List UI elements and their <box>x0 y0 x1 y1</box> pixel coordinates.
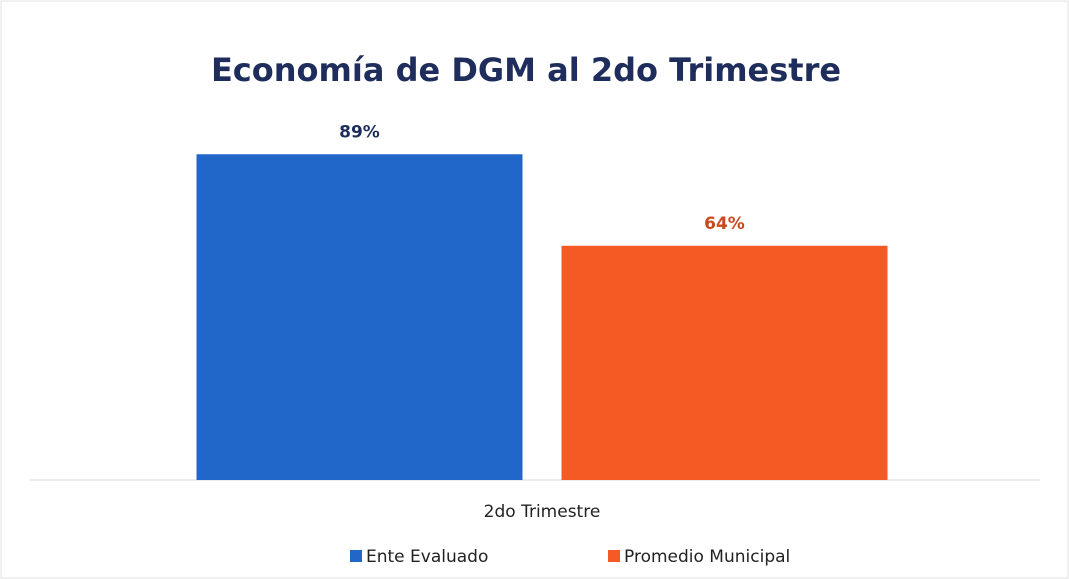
legend-swatch <box>608 550 620 562</box>
bar <box>561 245 888 480</box>
legend-label: Promedio Municipal <box>624 547 790 567</box>
bar <box>196 154 523 480</box>
x-tick-label: 2do Trimestre <box>484 502 601 522</box>
legend-swatch <box>350 550 362 562</box>
legend-label: Ente Evaluado <box>366 547 488 567</box>
value-label: 64% <box>704 214 745 234</box>
value-label: 89% <box>339 122 380 142</box>
chart-title: Economía de DGM al 2do Trimestre <box>211 51 841 89</box>
